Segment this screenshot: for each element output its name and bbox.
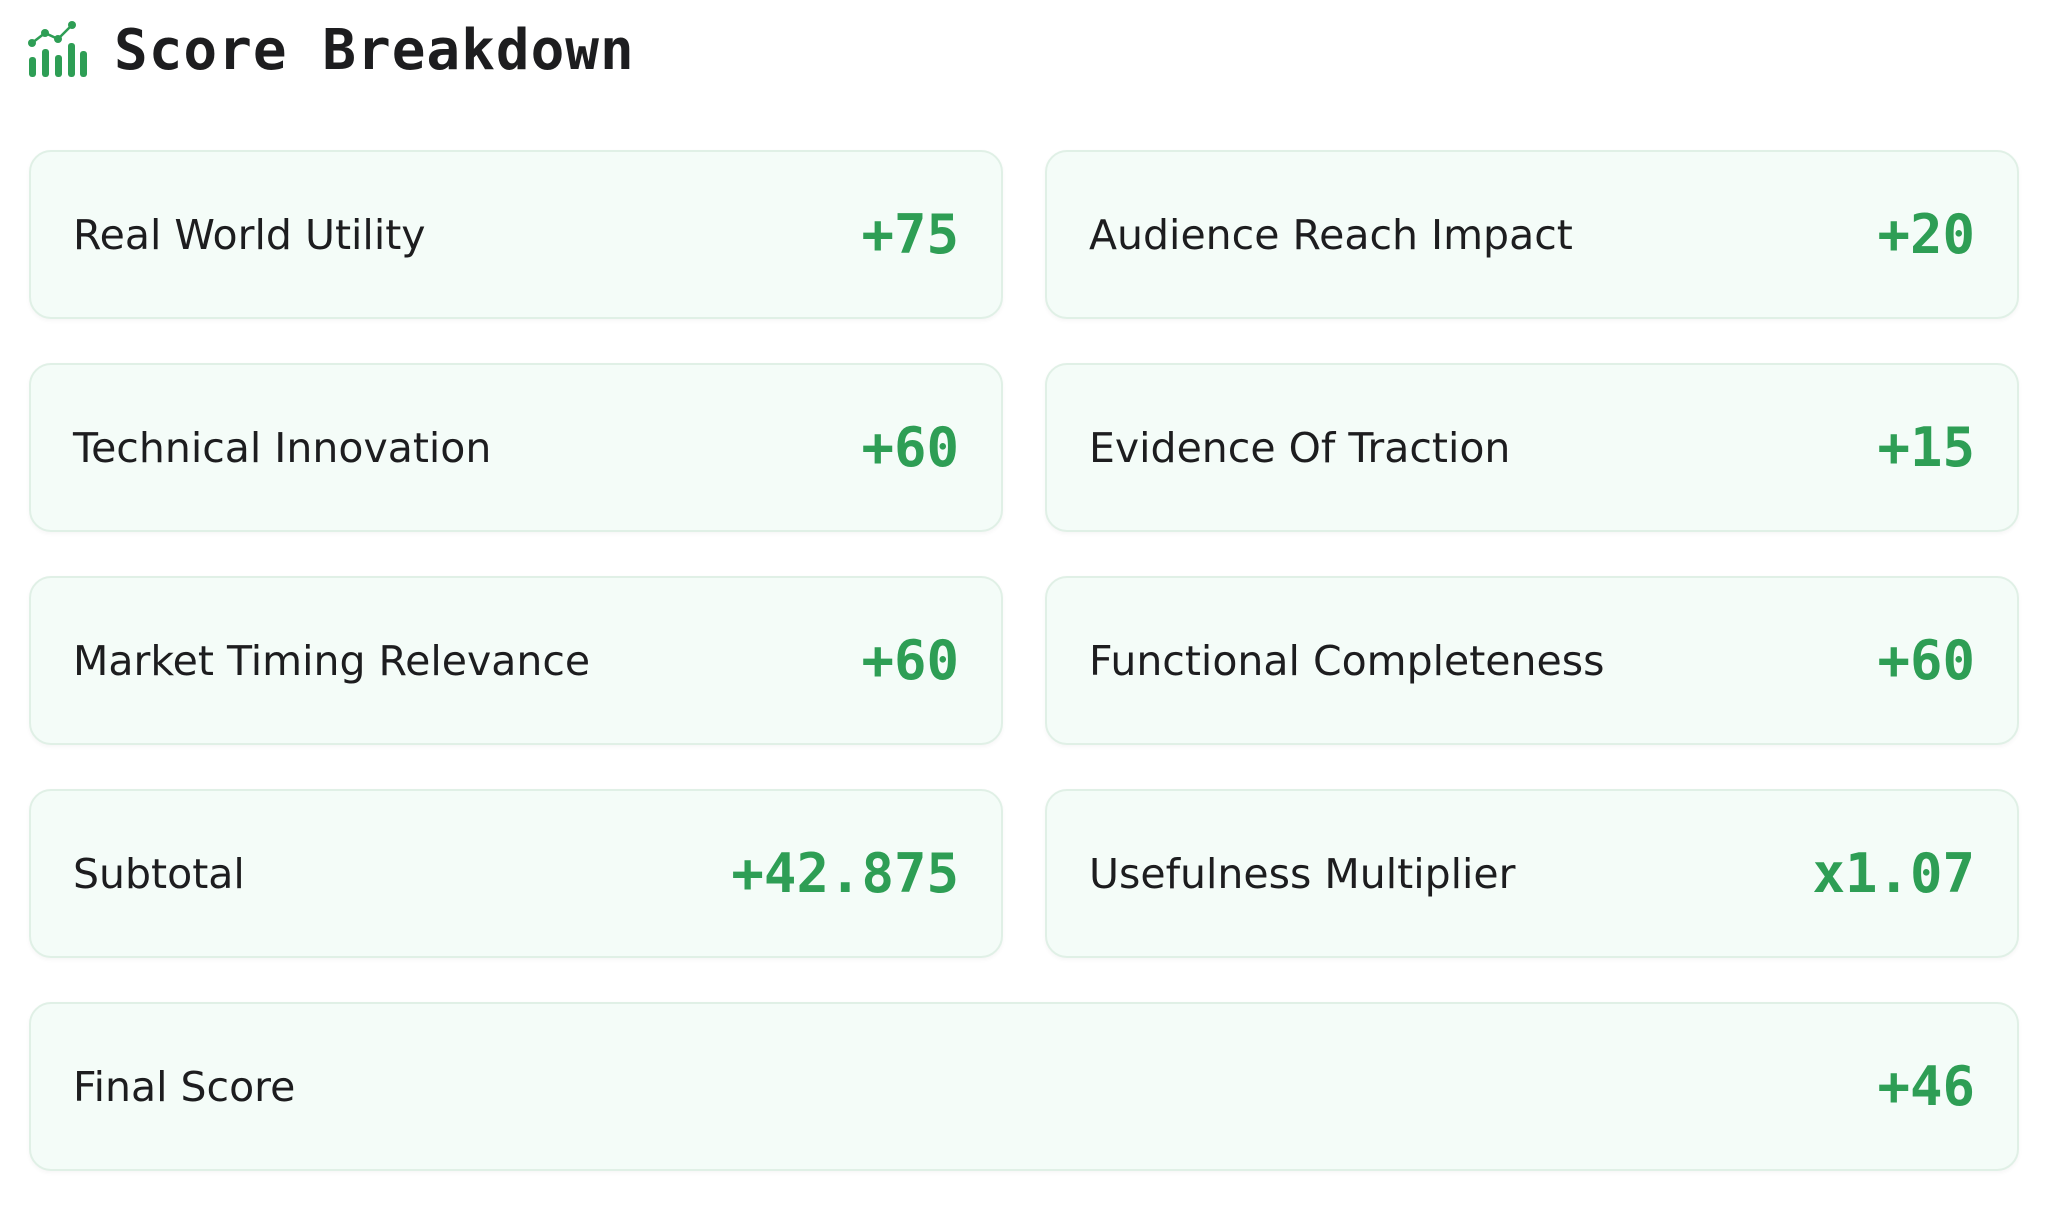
score-label: Real World Utility <box>73 210 426 259</box>
score-value: x1.07 <box>1812 842 1975 905</box>
score-label: Usefulness Multiplier <box>1089 849 1516 898</box>
header: Score Breakdown <box>26 12 635 88</box>
score-value: +15 <box>1877 416 1975 479</box>
score-card: Audience Reach Impact +20 <box>1045 150 2019 319</box>
score-label: Final Score <box>73 1062 296 1111</box>
score-value: +46 <box>1877 1055 1975 1118</box>
score-label: Subtotal <box>73 849 245 898</box>
chart-icon <box>28 21 87 77</box>
score-label: Evidence Of Traction <box>1089 423 1511 472</box>
score-label: Technical Innovation <box>73 423 492 472</box>
score-card: Evidence Of Traction +15 <box>1045 363 2019 532</box>
score-label: Audience Reach Impact <box>1089 210 1573 259</box>
score-value: +42.875 <box>731 842 959 905</box>
score-card: Final Score +46 <box>29 1002 2019 1171</box>
score-card: Subtotal +42.875 <box>29 789 1003 958</box>
score-card: Functional Completeness +60 <box>1045 576 2019 745</box>
score-label: Functional Completeness <box>1089 636 1605 685</box>
score-card: Real World Utility +75 <box>29 150 1003 319</box>
score-card: Usefulness Multiplier x1.07 <box>1045 789 2019 958</box>
title: Score Breakdown <box>114 17 635 83</box>
score-card: Technical Innovation +60 <box>29 363 1003 532</box>
score-label: Market Timing Relevance <box>73 636 591 685</box>
score-value: +60 <box>1877 629 1975 692</box>
score-value: +75 <box>861 203 959 266</box>
score-value: +20 <box>1877 203 1975 266</box>
score-value: +60 <box>861 416 959 479</box>
score-value: +60 <box>861 629 959 692</box>
score-card: Market Timing Relevance +60 <box>29 576 1003 745</box>
score-grid: Real World Utility +75 Audience Reach Impa… <box>29 150 2019 1171</box>
